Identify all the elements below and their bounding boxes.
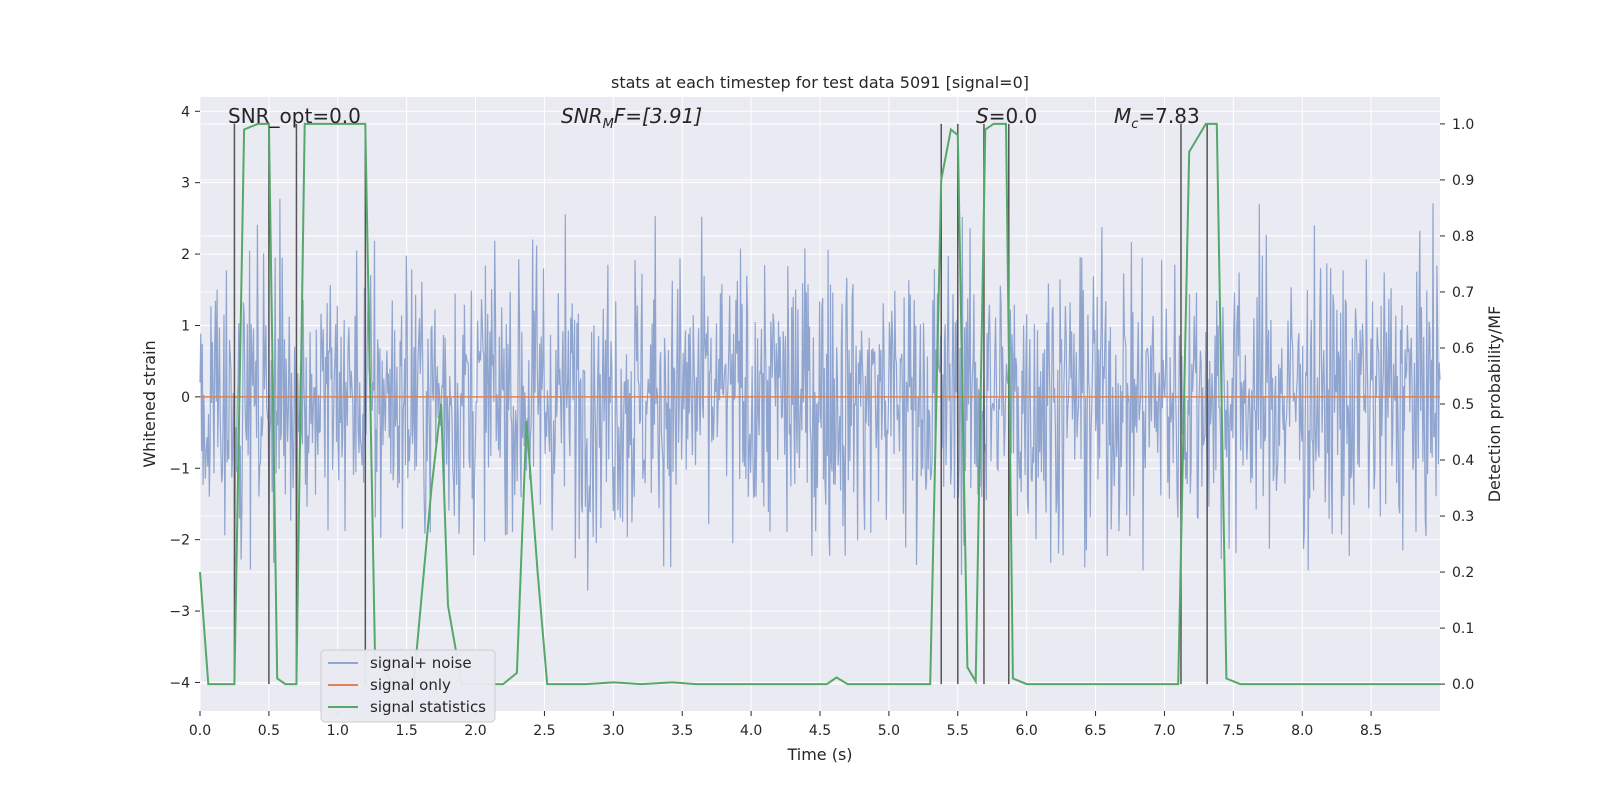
y-tick-label: 4 — [181, 104, 190, 120]
s-value: =0.0 — [989, 104, 1038, 128]
y-tick-label: −3 — [169, 604, 190, 620]
y-tick-label-right: 0.9 — [1452, 173, 1474, 189]
x-tick-label: 4.5 — [809, 723, 831, 739]
y-tick-label: 3 — [181, 176, 190, 192]
x-tick-label: 5.5 — [947, 723, 969, 739]
mc-sub: c — [1131, 117, 1138, 132]
y-tick-label-right: 1.0 — [1452, 117, 1474, 133]
x-tick-label: 3.5 — [671, 723, 693, 739]
x-tick-label: 3.0 — [602, 723, 624, 739]
snr-opt-annotation: SNR_opt=0.0 — [228, 104, 361, 128]
x-tick-label: 6.5 — [1084, 723, 1106, 739]
y-tick-label-right: 0.6 — [1452, 341, 1474, 357]
legend: signal+ noise signal only signal statist… — [320, 649, 496, 723]
legend-box — [320, 649, 496, 723]
y-tick-label-right: 0.1 — [1452, 621, 1474, 637]
y-tick-label-right: 0.8 — [1452, 229, 1474, 245]
x-tick-label: 8.5 — [1360, 723, 1382, 739]
y-axis-label-right: Detection probability/MF — [1485, 306, 1504, 503]
y-tick-label-right: 0.7 — [1452, 285, 1474, 301]
legend-label-signal: signal only — [370, 676, 451, 694]
y-tick-label: 2 — [181, 247, 190, 263]
x-tick-label: 1.0 — [327, 723, 349, 739]
y-tick-label-right: 0.0 — [1452, 677, 1474, 693]
y-axis-label-left: Whitened strain — [140, 340, 159, 467]
stats-line — [199, 122, 1440, 686]
legend-label-noise: signal+ noise — [370, 654, 472, 672]
y-tick-label-right: 0.2 — [1452, 565, 1474, 581]
y-tick-label: 1 — [181, 318, 190, 334]
stats-series — [199, 122, 1440, 686]
s-label: S — [976, 104, 989, 128]
mc-base: M — [1114, 104, 1131, 128]
noise-series — [199, 198, 1441, 591]
x-tick-label: 6.0 — [1016, 723, 1038, 739]
x-tick-label: 8.0 — [1291, 723, 1313, 739]
snr-mf-annotation: SNRMF=[3.91] — [561, 104, 702, 132]
y-tick-label: −2 — [169, 533, 190, 549]
noise-line — [199, 198, 1441, 591]
y-tick-label-right: 0.3 — [1452, 509, 1474, 525]
mc-value: =7.83 — [1138, 104, 1199, 128]
x-tick-label: 0.0 — [189, 723, 211, 739]
y-tick-label-right: 0.4 — [1452, 453, 1474, 469]
x-axis-label: Time (s) — [786, 745, 852, 764]
snr-mf-sub: M — [603, 117, 614, 132]
x-tick-label: 5.0 — [878, 723, 900, 739]
x-tick-label: 4.0 — [740, 723, 762, 739]
x-tick-label: 2.0 — [464, 723, 486, 739]
snr-mf-base: SNR — [561, 104, 603, 128]
legend-label-stats: signal statistics — [370, 698, 486, 716]
mc-annotation: Mc=7.83 — [1114, 104, 1200, 132]
y-tick-label: −1 — [169, 461, 190, 477]
x-tick-label: 7.5 — [1222, 723, 1244, 739]
s-annotation: S=0.0 — [976, 104, 1037, 128]
x-tick-label: 1.5 — [396, 723, 418, 739]
y-tick-label-right: 0.5 — [1452, 397, 1474, 413]
x-tick-label: 0.5 — [258, 723, 280, 739]
chart-title: stats at each timestep for test data 509… — [611, 73, 1029, 92]
x-tick-label: 7.0 — [1153, 723, 1175, 739]
y-tick-label: 0 — [181, 390, 190, 406]
snr-mf-rest: F=[3.91] — [614, 104, 702, 128]
y-tick-label: −4 — [169, 675, 190, 691]
ticks: 0.0 0.5 1.0 1.5 2.0 2.5 3.0 3.5 4.0 4.5 5.0 5.5 6.0 6… — [169, 104, 1474, 739]
x-tick-label: 2.5 — [533, 723, 555, 739]
